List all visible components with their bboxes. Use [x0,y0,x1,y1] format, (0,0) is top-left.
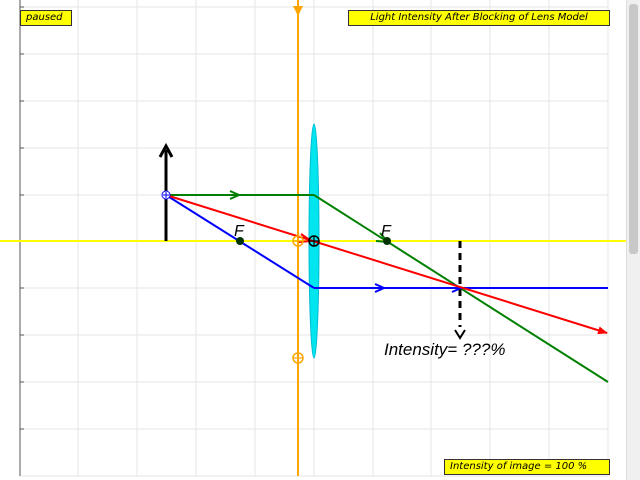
screen-top-handle-icon [293,6,303,16]
axis-ticks [19,0,24,476]
ray-bottom-arrow-icon [374,283,387,293]
screen-bottom-handle[interactable] [292,352,304,364]
focal-label-right: F [381,223,392,240]
intensity-query-text: Intensity= ???% [384,340,505,359]
focal-point-left[interactable] [236,237,244,245]
ray-middle [165,194,608,335]
focal-point-right[interactable] [383,237,391,245]
vertical-scrollbar[interactable] [626,0,640,480]
focal-label-left: F [234,223,245,240]
lens-center-marker[interactable] [308,235,320,247]
object-source-handle[interactable] [161,190,171,200]
scrollbar-thumb[interactable] [629,4,638,254]
image-arrow [454,241,466,340]
image-intensity-label: Intensity of image = 100 % [444,459,610,475]
status-label[interactable]: paused [20,10,72,26]
screen-center-handle[interactable] [292,235,304,247]
model-title: Light Intensity After Blocking of Lens M… [348,10,610,26]
ray-top-arrow-icon [229,190,242,200]
